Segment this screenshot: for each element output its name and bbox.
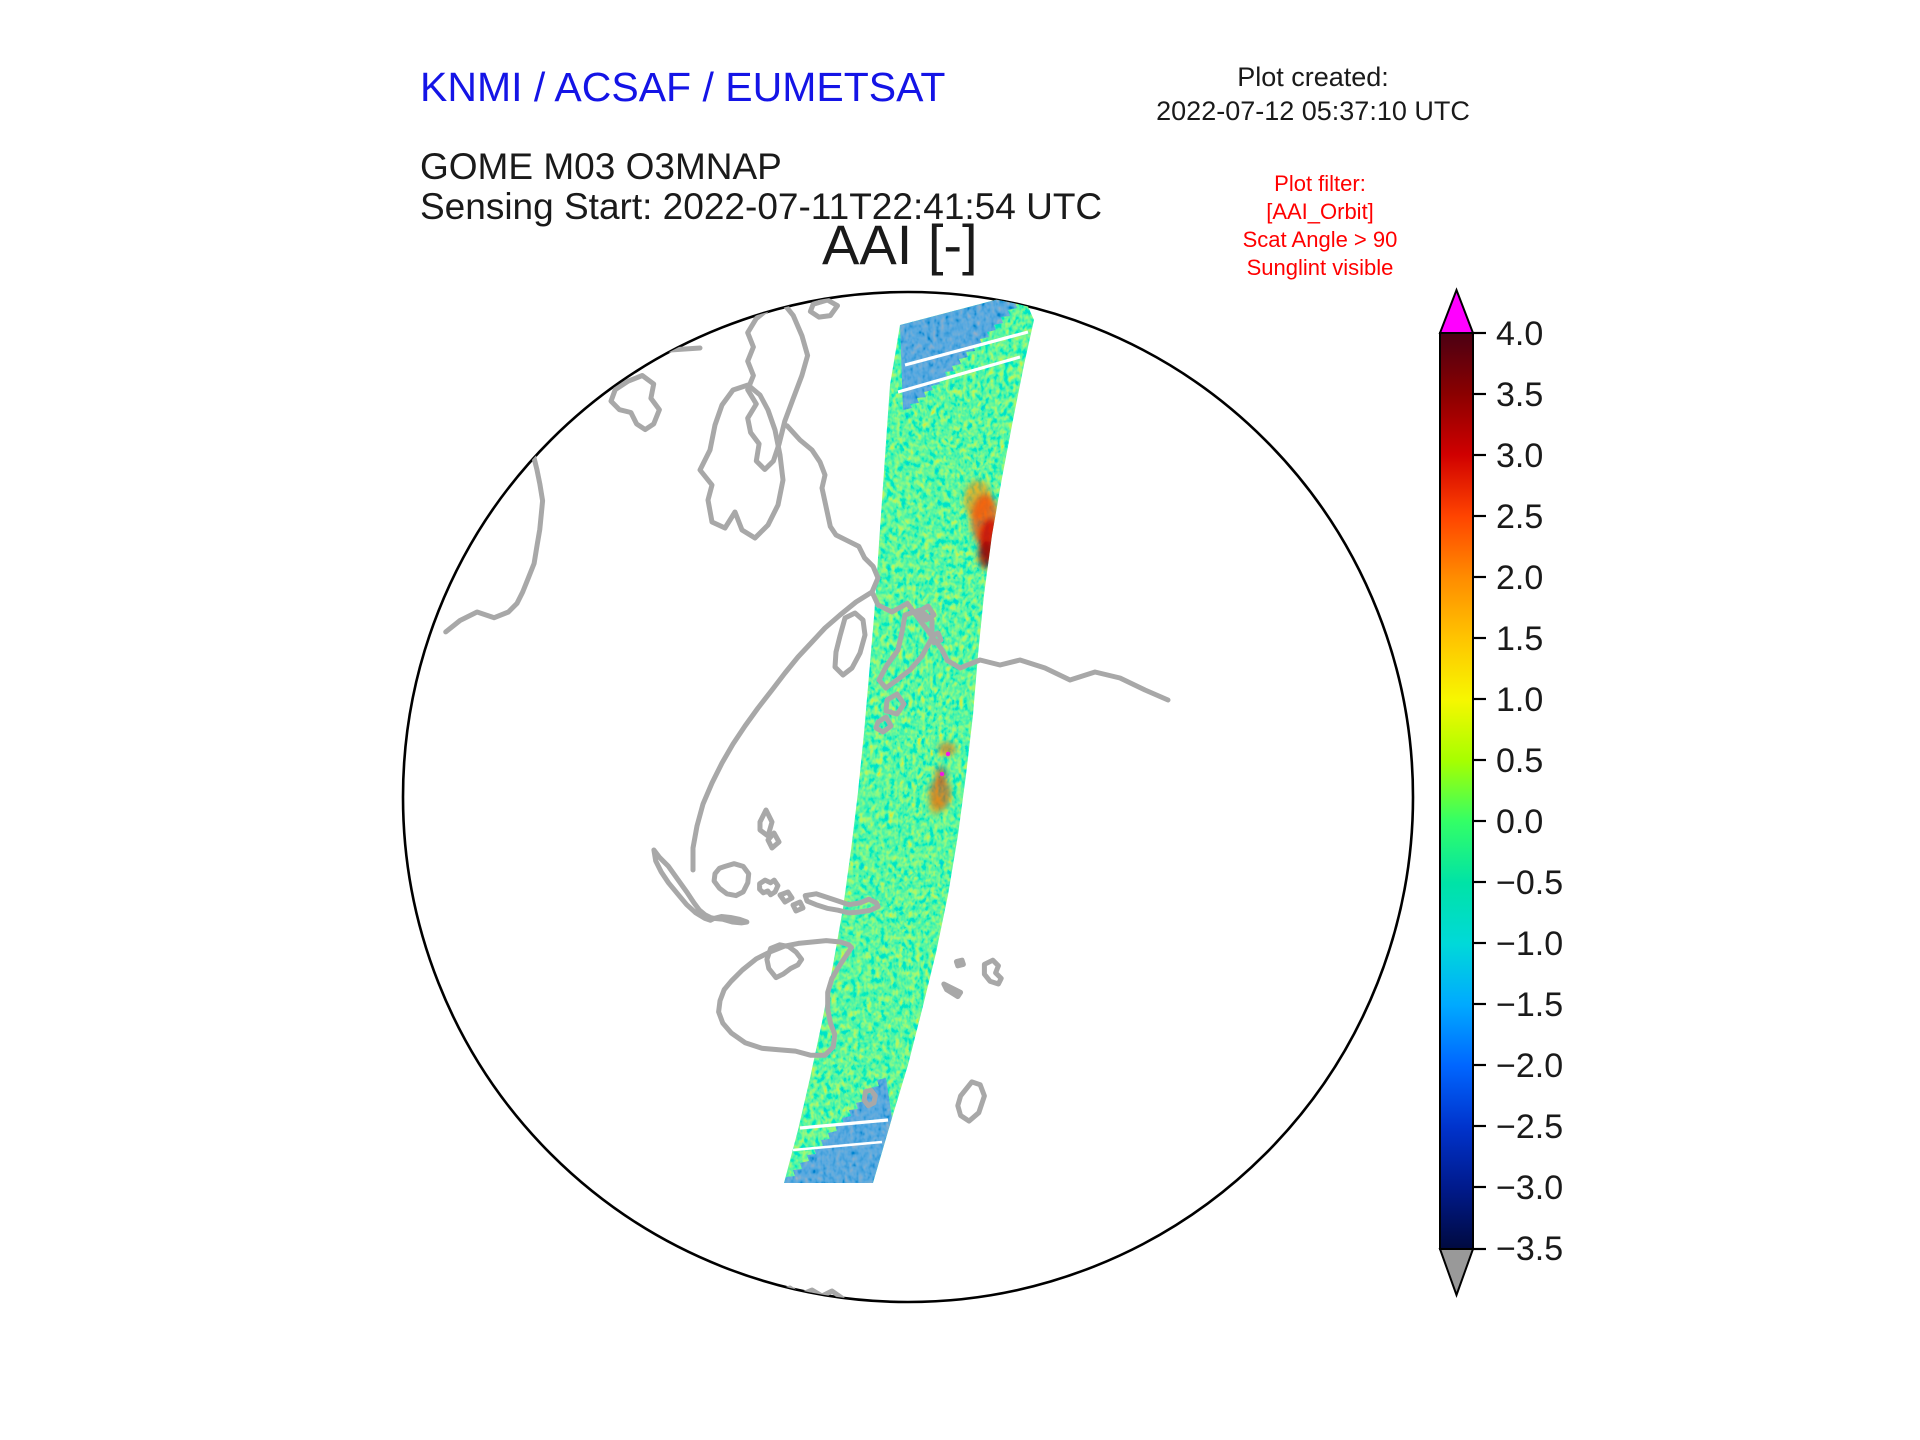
svg-text:3.5: 3.5 — [1496, 376, 1543, 414]
svg-text:−1.0: −1.0 — [1496, 925, 1563, 963]
svg-text:−3.5: −3.5 — [1496, 1230, 1563, 1268]
svg-text:2.5: 2.5 — [1496, 498, 1543, 536]
svg-text:0.0: 0.0 — [1496, 803, 1543, 841]
svg-text:3.0: 3.0 — [1496, 437, 1543, 475]
svg-text:−2.0: −2.0 — [1496, 1047, 1563, 1085]
svg-text:4.0: 4.0 — [1496, 315, 1543, 353]
svg-text:−1.5: −1.5 — [1496, 986, 1563, 1024]
svg-text:−3.0: −3.0 — [1496, 1169, 1563, 1207]
svg-text:1.0: 1.0 — [1496, 681, 1543, 719]
svg-text:0.5: 0.5 — [1496, 742, 1543, 780]
svg-text:1.5: 1.5 — [1496, 620, 1543, 658]
svg-text:2.0: 2.0 — [1496, 559, 1543, 597]
svg-text:−2.5: −2.5 — [1496, 1108, 1563, 1146]
svg-text:−0.5: −0.5 — [1496, 864, 1563, 902]
